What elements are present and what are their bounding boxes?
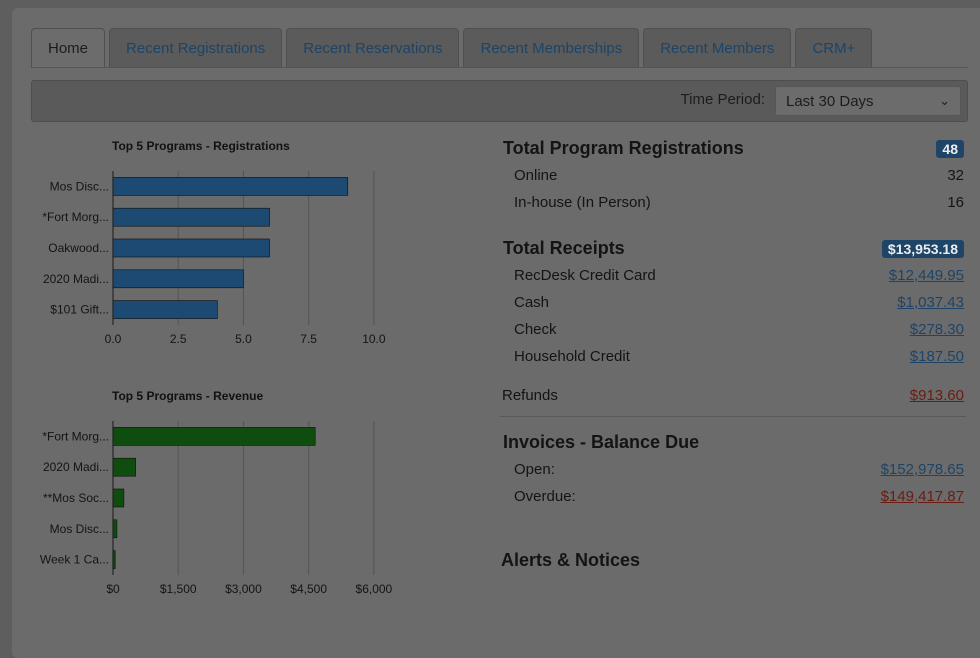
chart-0-category-label: *Fort Morg... [42,210,109,224]
receipts-divider [500,416,966,417]
chart-0-bar [112,300,218,319]
receipts-check-label: Check [514,321,557,338]
invoices-overdue-row: Overdue: $149,417.87 [500,486,966,510]
registrations-inhouse-value: 16 [947,194,964,211]
tab-recent-members[interactable]: Recent Members [643,28,792,68]
refunds-link[interactable]: $913.60 [909,387,964,404]
chart-0-tick-label: 0.0 [105,332,122,346]
registrations-total-badge: 48 [936,140,964,158]
chart-1-bar [112,488,125,508]
receipts-credit-card-link[interactable]: $12,449.95 [888,267,964,284]
chart-1-tick-label: $3,000 [225,582,262,596]
chart-0-bar [112,207,270,227]
receipts-credit-card-row: RecDesk Credit Card $12,449.95 [500,265,966,289]
registrations-title: Total Program Registrations [503,138,744,158]
time-period-select[interactable]: Last 30 Days ⌄ [775,86,961,116]
refunds-row: Refunds $913.60 [500,385,966,409]
invoices-title: Invoices - Balance Due [503,432,700,452]
programs-charts: 0.0 2.5 5.0 7.5 10.0 Mos Disc... *Fort Morg...… [40,171,393,596]
receipts-cash-label: Cash [514,294,550,311]
time-period-value: Last 30 Days [786,93,874,110]
chart-1-tick-label: $1,500 [160,582,197,596]
chart-0-tick-label: 2.5 [170,332,187,346]
revenue-chart-title: Top 5 Programs - Revenue [112,389,264,403]
registrations-online-label: Online [514,167,558,184]
tab-recent-registrations[interactable]: Recent Registrations [109,28,283,68]
receipts-household-credit-label: Household Credit [514,348,630,365]
invoices-open-row: Open: $152,978.65 [500,459,966,483]
invoices-overdue-label: Overdue: [514,488,576,505]
chevron-down-icon: ⌄ [939,93,950,108]
invoices-open-label: Open: [514,461,555,478]
receipts-total-badge: $13,953.18 [881,240,964,258]
tab-recent-memberships[interactable]: Recent Memberships [463,28,640,68]
tab-home[interactable]: Home [31,28,106,68]
receipts-title: Total Receipts [503,238,625,258]
receipts-check-link[interactable]: $278.30 [909,321,964,338]
time-period-label: Time Period: [680,91,765,108]
chart-1-bar [112,519,118,539]
chart-1-category-label: **Mos Soc... [43,491,109,505]
chart-1-bar [112,550,116,569]
chart-1-tick-label: $6,000 [356,582,393,596]
receipts-check-row: Check $278.30 [500,319,966,343]
chart-0-category-label: 2020 Madi... [43,272,109,286]
chart-1-category-label: *Fort Morg... [42,429,109,443]
receipts-credit-card-label: RecDesk Credit Card [514,267,656,284]
chart-0-tick-label: 10.0 [362,332,386,346]
tab-bar: Home Recent Registrations Recent Reserva… [31,28,873,68]
receipts-cash-row: Cash $1,037.43 [500,292,966,316]
chart-1-bar [112,457,136,477]
chart-1-bar [112,427,316,446]
receipts-cash-link[interactable]: $1,037.43 [897,294,964,311]
filter-toolbar: Time Period: Last 30 Days ⌄ [31,80,968,122]
alerts-title: Alerts & Notices [501,550,641,570]
chart-0-bar [112,177,349,196]
chart-0-category-label: $101 Gift... [50,303,109,317]
invoices-open-link[interactable]: $152,978.65 [880,461,964,478]
chart-0-category-label: Oakwood... [48,241,109,255]
tab-crm-plus[interactable]: CRM+ [795,28,873,68]
invoices-overdue-link[interactable]: $149,417.87 [880,488,964,505]
registrations-online-value: 32 [947,167,964,184]
receipts-household-credit-row: Household Credit $187.50 [500,346,966,370]
registrations-online-row: Online 32 [500,165,966,189]
chart-1-tick-label: $0 [106,582,120,596]
receipts-household-credit-link[interactable]: $187.50 [909,348,964,365]
registrations-chart-title: Top 5 Programs - Registrations [112,139,290,153]
chart-0-bar [112,238,270,258]
registrations-inhouse-row: In-house (In Person) 16 [500,192,966,216]
chart-0-tick-label: 7.5 [300,332,317,346]
chart-1-category-label: Mos Disc... [50,522,109,536]
tab-recent-reservations[interactable]: Recent Reservations [286,28,460,68]
chart-0-category-label: Mos Disc... [50,179,109,193]
chart-0-tick-label: 5.0 [235,332,252,346]
refunds-label: Refunds [502,387,558,404]
tab-divider [31,67,968,68]
chart-0-bar [112,269,244,289]
chart-1-category-label: 2020 Madi... [43,460,109,474]
registrations-inhouse-label: In-house (In Person) [514,194,651,211]
chart-1-tick-label: $4,500 [290,582,327,596]
chart-1-category-label: Week 1 Ca... [40,553,109,567]
